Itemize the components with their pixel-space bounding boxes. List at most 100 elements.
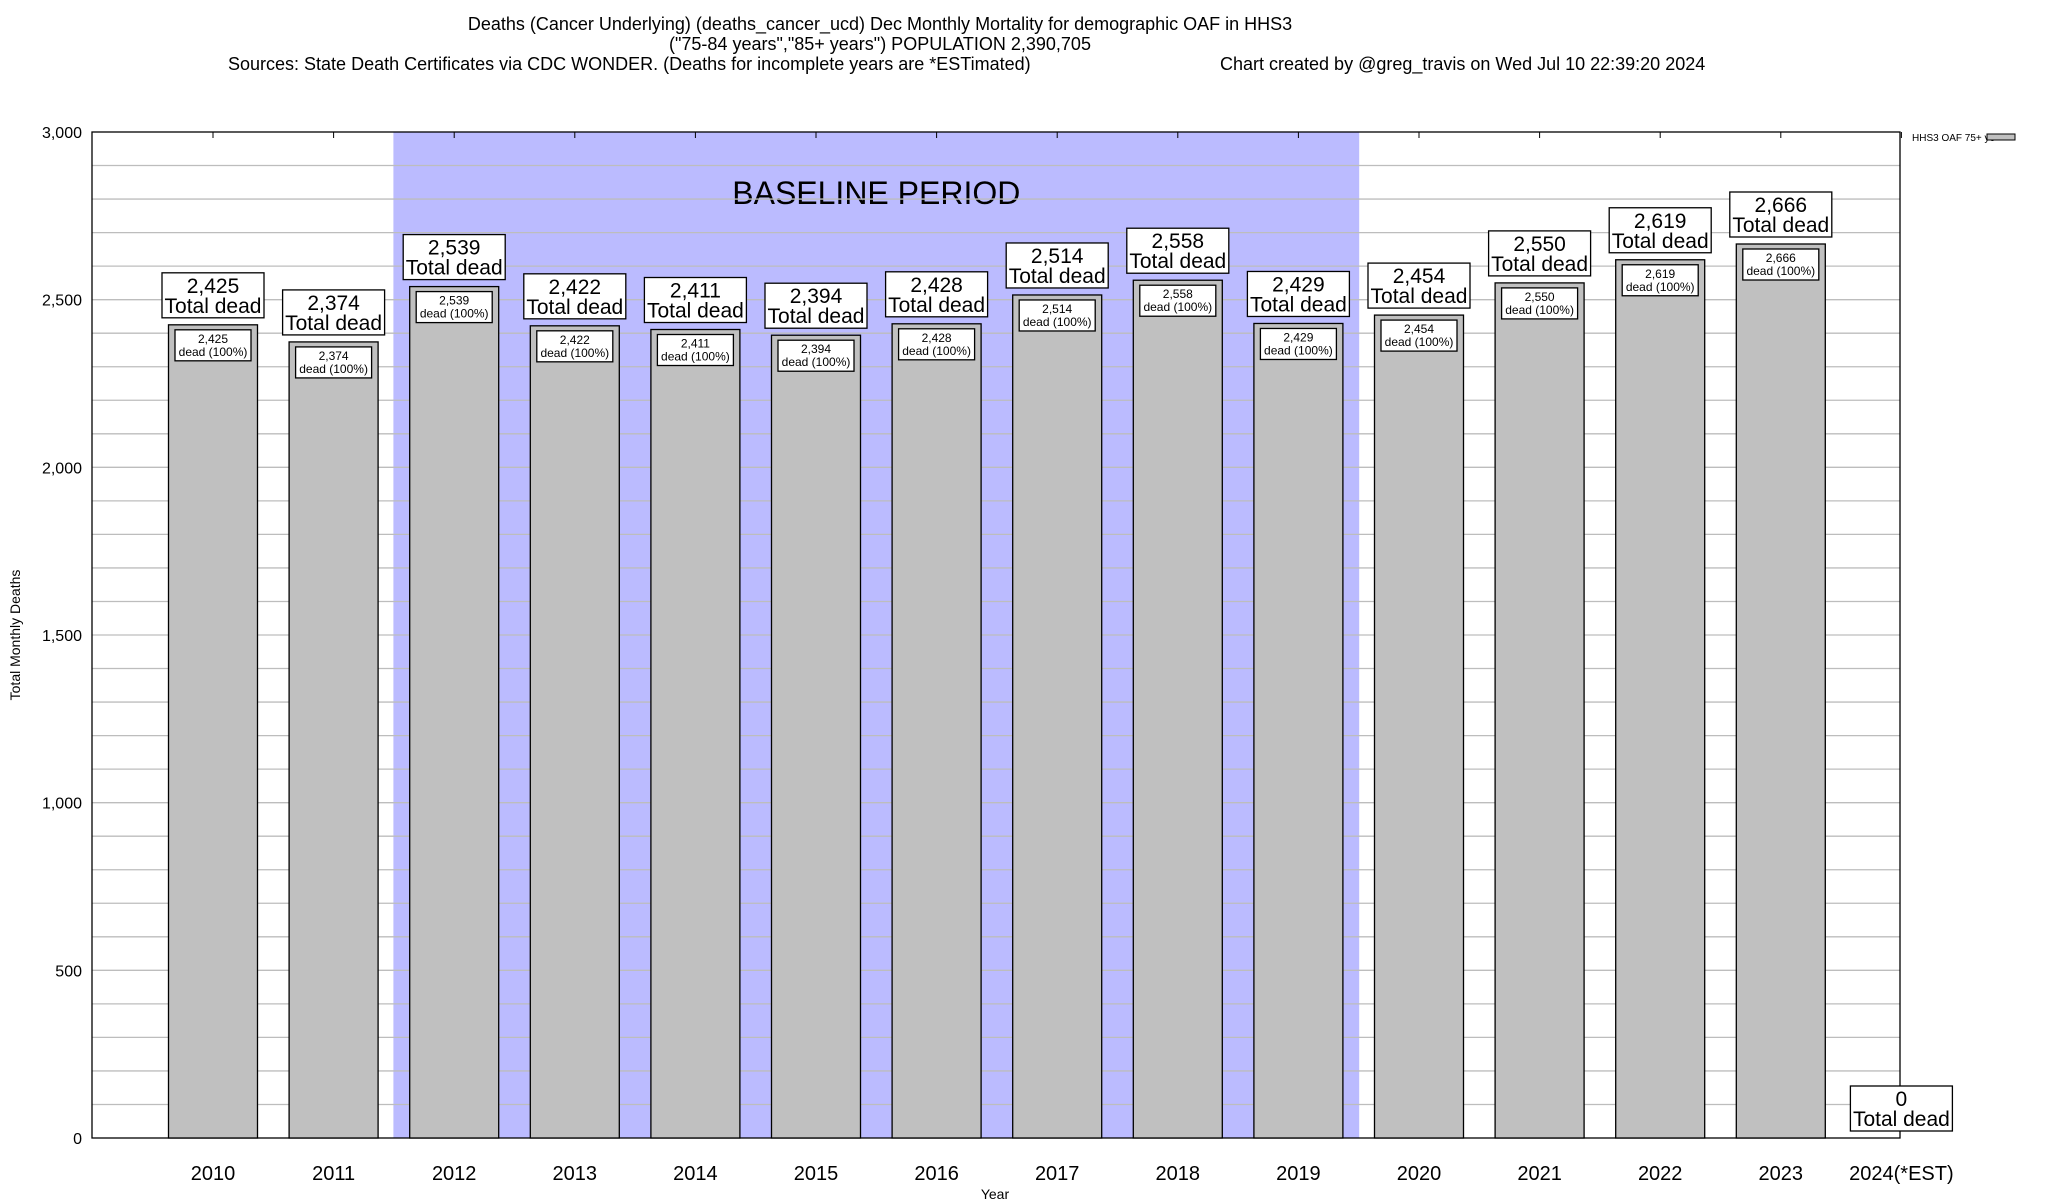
x-axis-label: Year [981, 1186, 1010, 1200]
y-axis-label: Total Monthly Deaths [7, 570, 23, 701]
inner-value-label: 2,539 [439, 294, 469, 308]
baseline-period-label: BASELINE PERIOD [732, 175, 1020, 211]
total-suffix-label: Total dead [1250, 293, 1347, 316]
total-value-label: 2,411 [670, 280, 721, 303]
total-suffix-label: Total dead [285, 312, 382, 335]
y-tick-label: 500 [55, 963, 82, 980]
total-suffix-label: Total dead [526, 296, 623, 319]
x-tick-label: 2024(*EST) [1849, 1163, 1954, 1185]
inner-value-label: 2,550 [1525, 290, 1555, 304]
total-suffix-label: Total dead [406, 257, 503, 280]
inner-label-box [1742, 248, 1820, 281]
inner-label-box [1500, 287, 1579, 320]
bar [529, 325, 620, 1139]
inner-value-label: 2,422 [560, 333, 590, 347]
inner-percent-label: dead (100%) [540, 346, 609, 360]
legend-swatch [1986, 133, 2016, 141]
total-suffix-label: Total dead [1612, 230, 1709, 253]
x-tick-label: 2020 [1397, 1163, 1442, 1185]
total-suffix-label: Total dead [1732, 214, 1829, 237]
total-value-label: 2,666 [1755, 194, 1808, 217]
inner-percent-label: dead (100%) [1626, 280, 1695, 294]
x-tick-label: 2016 [914, 1163, 959, 1185]
inner-label-box [1621, 264, 1699, 297]
total-value-label: 2,374 [307, 292, 360, 315]
bar [288, 341, 379, 1139]
total-label-box [281, 289, 386, 336]
inner-percent-label: dead (100%) [1143, 300, 1212, 314]
inner-percent-label: dead (100%) [179, 345, 248, 359]
chart-sources: Sources: State Death Certificates via CD… [228, 54, 1031, 74]
inner-percent-label: dead (100%) [902, 344, 971, 358]
inner-label-box [656, 333, 735, 367]
inner-percent-label: dead (100%) [299, 362, 368, 376]
bar [167, 324, 259, 1139]
inner-value-label: 2,514 [1042, 302, 1072, 316]
x-tick-label: 2022 [1638, 1163, 1683, 1185]
bar [1132, 279, 1223, 1139]
total-suffix-label: Total dead [768, 305, 865, 328]
inner-label-box [1139, 284, 1217, 317]
inner-percent-label: dead (100%) [1023, 315, 1092, 329]
bar [1373, 314, 1465, 1139]
total-label-box [1367, 262, 1471, 309]
y-tick-label: 3,000 [42, 125, 82, 142]
x-tick-label: 2012 [432, 1163, 477, 1185]
y-tick-label: 1,000 [42, 796, 82, 813]
chart-title-line-2: ("75-84 years","85+ years") POPULATION 2… [669, 34, 1091, 54]
total-label-box [523, 273, 627, 320]
x-tick-label: 2019 [1276, 1163, 1321, 1185]
inner-value-label: 2,619 [1645, 267, 1675, 281]
bar [1012, 294, 1103, 1139]
total-value-label: 2,514 [1031, 245, 1084, 268]
x-tick-label: 2010 [191, 1163, 236, 1185]
total-value-label: 2,550 [1513, 233, 1566, 256]
bar [1494, 282, 1585, 1139]
bar [1735, 243, 1826, 1139]
total-value-label: 2,454 [1393, 265, 1446, 288]
inner-percent-label: dead (100%) [420, 307, 489, 321]
y-tick-label: 1,500 [42, 628, 82, 645]
total-label-box [643, 276, 748, 324]
total-suffix-label: Total dead [1371, 285, 1468, 308]
total-suffix-label: Total dead [1491, 253, 1588, 276]
x-tick-label: 2018 [1156, 1163, 1201, 1185]
total-suffix-label: Total dead [1129, 250, 1226, 273]
chart-title-line-1: Deaths (Cancer Underlying) (deaths_cance… [468, 14, 1292, 35]
inner-label-box [415, 290, 493, 324]
total-label-box [1126, 227, 1230, 274]
inner-percent-label: dead (100%) [782, 355, 851, 369]
inner-value-label: 2,429 [1283, 330, 1313, 344]
inner-label-box [174, 329, 252, 362]
total-value-label: 2,394 [790, 285, 843, 308]
total-suffix-label: Total dead [888, 294, 985, 317]
inner-value-label: 2,411 [681, 337, 710, 351]
y-tick-label: 2,500 [42, 293, 82, 310]
total-label-box [764, 282, 868, 329]
inner-value-label: 2,454 [1404, 322, 1434, 336]
inner-value-label: 2,558 [1163, 287, 1193, 301]
total-label-box [402, 233, 506, 281]
x-tick-label: 2015 [794, 1163, 839, 1185]
total-suffix-label: Total dead [1009, 265, 1106, 288]
total-value-label: 2,558 [1152, 230, 1205, 253]
inner-label-box [1018, 299, 1096, 332]
inner-label-box [1380, 319, 1458, 352]
total-label-box [1849, 1085, 1954, 1132]
total-suffix-label: Total dead [647, 300, 744, 323]
inner-value-label: 2,425 [198, 332, 228, 346]
total-value-label: 2,429 [1272, 273, 1325, 296]
chart-credit: Chart created by @greg_travis on Wed Jul… [1220, 54, 1705, 75]
inner-label-box [897, 328, 976, 361]
total-label-box [1487, 230, 1592, 277]
inner-percent-label: dead (100%) [1264, 343, 1333, 357]
total-value-label: 2,619 [1634, 210, 1687, 233]
x-tick-label: 2017 [1035, 1163, 1080, 1185]
inner-percent-label: dead (100%) [1385, 335, 1454, 349]
inner-percent-label: dead (100%) [1746, 264, 1815, 278]
bar [409, 285, 500, 1139]
inner-value-label: 2,394 [801, 342, 831, 356]
inner-label-box [1259, 327, 1338, 361]
total-value-label: 0 [1896, 1088, 1908, 1111]
plot-frame [91, 131, 1901, 1139]
